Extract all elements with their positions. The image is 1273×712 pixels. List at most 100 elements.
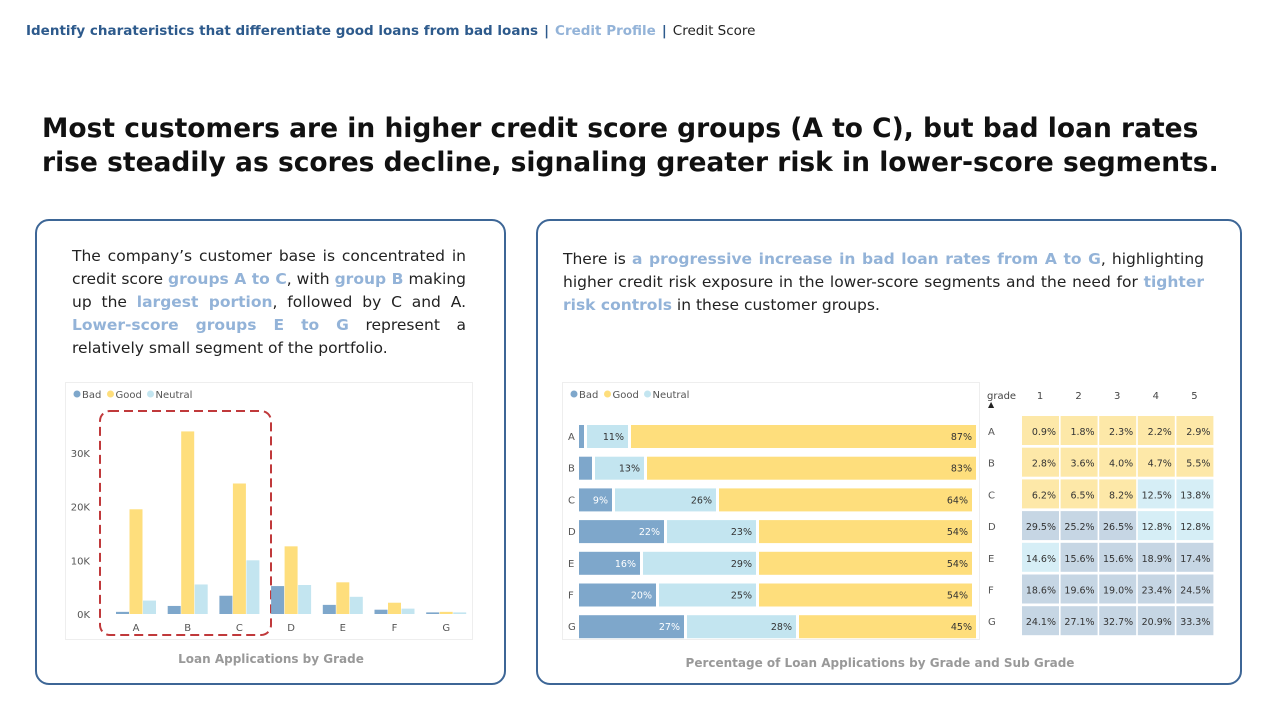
heatmap-cell: [1022, 574, 1059, 604]
heatmap-value: 6.2%: [1032, 490, 1056, 501]
heatmap-value: 6.5%: [1070, 490, 1094, 501]
heatmap-value: 0.9%: [1032, 427, 1056, 438]
heatmap-cell: [1099, 511, 1137, 541]
data-label: 11%: [603, 432, 624, 443]
subgrade-heatmap: grade▲ 1 2 3 4 5 A 0.9% 1.8% 2.3% 2.2% 2.9% B 2.8% 3.6…: [980, 382, 1220, 640]
heatmap-cell: [1176, 574, 1214, 604]
data-label: 13%: [619, 464, 640, 475]
bar-neutral-A: [587, 425, 628, 448]
heatmap-value: 33.3%: [1180, 617, 1210, 628]
x-tick-label: D: [287, 623, 295, 634]
bar-neutral-B: [194, 584, 208, 614]
heatmap-cell: [1176, 511, 1214, 541]
heatmap-cell: [1137, 574, 1175, 604]
row-label: F: [988, 586, 994, 597]
bar-neutral-A: [143, 600, 156, 614]
heatmap-value: 18.9%: [1142, 554, 1172, 565]
bar-bad-E: [579, 551, 640, 575]
breadcrumb-separator: |: [544, 23, 550, 39]
bar-bad-B: [579, 456, 592, 480]
y-tick-label: C: [568, 495, 575, 506]
heatmap-cell: [1137, 416, 1175, 445]
breadcrumb-item-2[interactable]: Credit Profile: [555, 23, 656, 39]
bar-bad-E: [322, 604, 336, 614]
data-label: 54%: [947, 559, 968, 570]
bar-neutral-F: [659, 583, 756, 607]
grade-percentage-stacked-bar-chart: Bad Good Neutral A 11% 87% B 13% 83% C 9% 26% 64% D 22…: [562, 382, 980, 640]
heatmap-cell: [1022, 511, 1059, 541]
bar-bad-D: [579, 520, 664, 544]
heatmap-cell: [1176, 479, 1214, 509]
heatmap-value: 17.4%: [1180, 554, 1210, 565]
x-tick-label: A: [133, 623, 140, 634]
bar-bad-C: [219, 595, 233, 614]
heatmap-cell: [1137, 447, 1175, 477]
data-label: 9%: [593, 495, 608, 506]
legend-label-neutral: Neutral: [653, 390, 690, 401]
legend-label-good: Good: [613, 390, 639, 401]
heatmap-cell: [1099, 447, 1137, 477]
data-label: 22%: [639, 527, 660, 538]
heatmap-value: 12.8%: [1142, 522, 1172, 533]
column-header: 5: [1191, 391, 1197, 402]
heatmap-cell: [1176, 447, 1214, 477]
heatmap-cell: [1099, 606, 1137, 636]
data-label: 54%: [947, 591, 968, 602]
data-label: 20%: [631, 591, 652, 602]
data-label: 26%: [691, 495, 712, 506]
bar-neutral-F: [401, 608, 415, 614]
highlight-box-a-to-c: [99, 410, 272, 636]
row-header: grade: [987, 391, 1016, 402]
y-tick-label: G: [568, 622, 576, 633]
row-label: C: [988, 490, 995, 501]
heatmap-cell: [1137, 511, 1175, 541]
y-tick-label: 20K: [71, 503, 91, 514]
heatmap-value: 24.5%: [1180, 586, 1210, 597]
bar-neutral-C: [246, 560, 260, 614]
bar-good-D: [284, 546, 298, 614]
heatmap-cell: [1176, 416, 1214, 445]
legend-marker-good: [604, 390, 611, 398]
heatmap-cell: [1060, 574, 1098, 604]
heatmap-cell: [1060, 416, 1098, 445]
bar-neutral-D: [667, 520, 756, 544]
page-title: Most customers are in higher credit scor…: [42, 113, 1219, 178]
y-tick-label: 10K: [71, 556, 91, 567]
y-tick-label: A: [568, 432, 575, 443]
bar-good-A: [129, 509, 143, 614]
bar-neutral-E: [349, 596, 363, 614]
heatmap-value: 24.1%: [1026, 617, 1056, 628]
bar-good-C: [719, 488, 972, 512]
data-label: 83%: [951, 464, 972, 475]
heatmap-cell: [1022, 447, 1059, 477]
breadcrumb-separator: |: [661, 23, 667, 39]
y-tick-label: 30K: [71, 449, 91, 460]
bar-good-F: [759, 583, 972, 607]
column-header: 4: [1153, 391, 1159, 402]
bar-bad-A: [579, 425, 584, 448]
data-label: 27%: [659, 622, 680, 633]
heatmap-cell: [1137, 479, 1175, 509]
right-description: There is a progressive increase in bad l…: [563, 250, 1204, 314]
heatmap-cell: [1099, 542, 1137, 572]
y-tick-label: B: [568, 464, 575, 475]
bar-bad-G: [426, 612, 440, 614]
heatmap-value: 29.5%: [1026, 522, 1056, 533]
heatmap-cell: [1022, 416, 1059, 445]
bar-good-E: [759, 551, 972, 575]
legend-label-bad: Bad: [579, 390, 598, 401]
legend-marker-bad: [570, 390, 578, 398]
data-label: 16%: [615, 559, 636, 570]
heatmap-cell: [1022, 479, 1059, 509]
heatmap-value: 2.3%: [1109, 427, 1133, 438]
heatmap-cell: [1060, 511, 1098, 541]
breadcrumb-item-1[interactable]: Identify charateristics that differentia…: [26, 23, 539, 39]
bar-bad-F: [374, 609, 388, 614]
data-label: 54%: [947, 527, 968, 538]
left-description: The company’s customer base is concentra…: [72, 247, 466, 357]
heatmap-value: 13.8%: [1180, 490, 1210, 501]
heatmap-value: 27.1%: [1064, 617, 1094, 628]
x-tick-label: E: [340, 623, 346, 634]
data-label: 25%: [731, 591, 752, 602]
column-header: 2: [1075, 391, 1081, 402]
